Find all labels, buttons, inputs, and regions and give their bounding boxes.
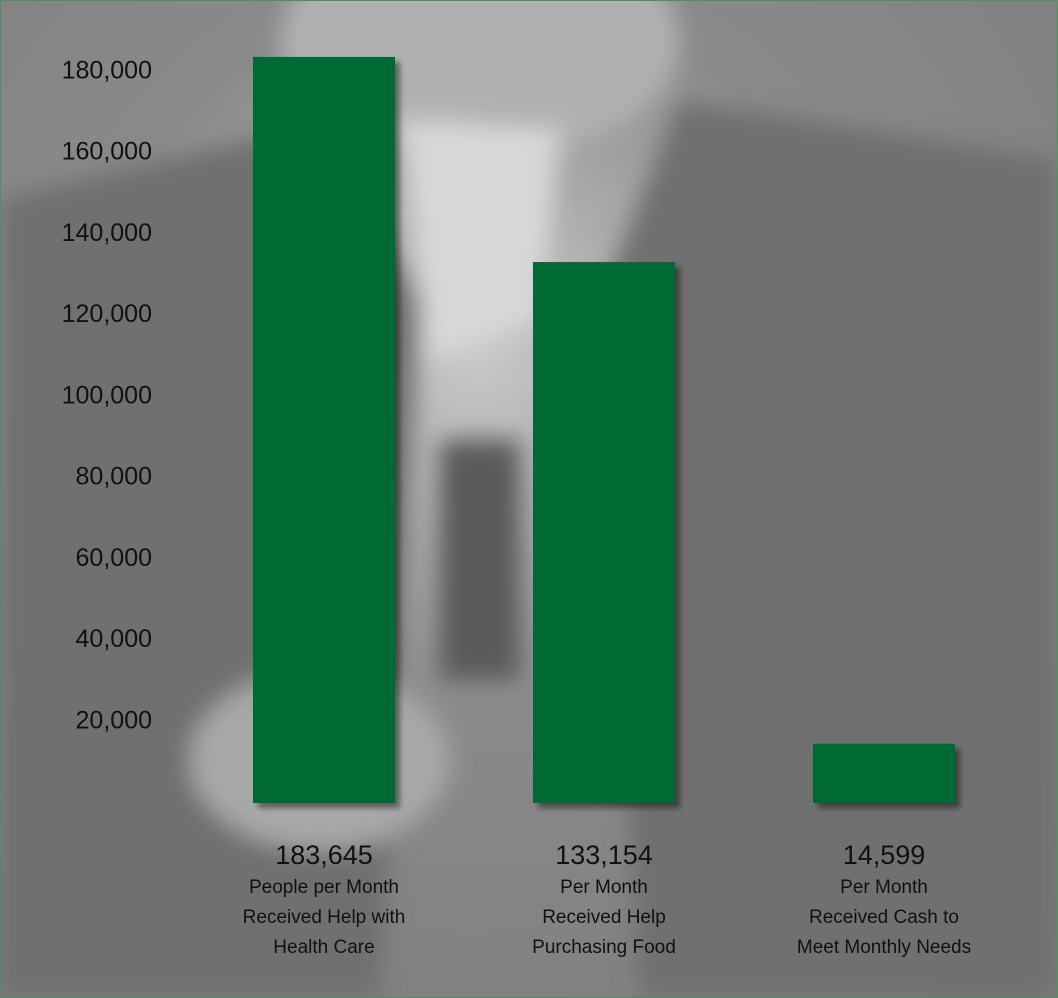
y-tick-label: 100,000 (62, 381, 152, 409)
y-tick-label: 120,000 (62, 300, 152, 328)
y-tick-label: 180,000 (62, 56, 152, 84)
value-label: 14,599 (842, 840, 926, 870)
y-tick-label: 160,000 (62, 138, 152, 166)
x-tick-label: Per Month Received Cash to Meet Monthly … (796, 877, 972, 958)
y-tick-label: 40,000 (76, 625, 152, 653)
y-tick-label: 80,000 (76, 463, 152, 491)
bar (533, 262, 675, 803)
x-tick-label: People per Month Received Help with Heal… (242, 877, 406, 958)
y-tick-label: 60,000 (76, 544, 152, 572)
y-tick-label: 140,000 (62, 219, 152, 247)
bar (813, 743, 955, 803)
bar (253, 56, 395, 803)
value-label: 133,154 (555, 840, 653, 870)
y-tick-label: 20,000 (76, 706, 152, 734)
x-tick-label: Per Month Received Help Purchasing Food (532, 877, 676, 958)
value-label: 183,645 (275, 840, 373, 870)
